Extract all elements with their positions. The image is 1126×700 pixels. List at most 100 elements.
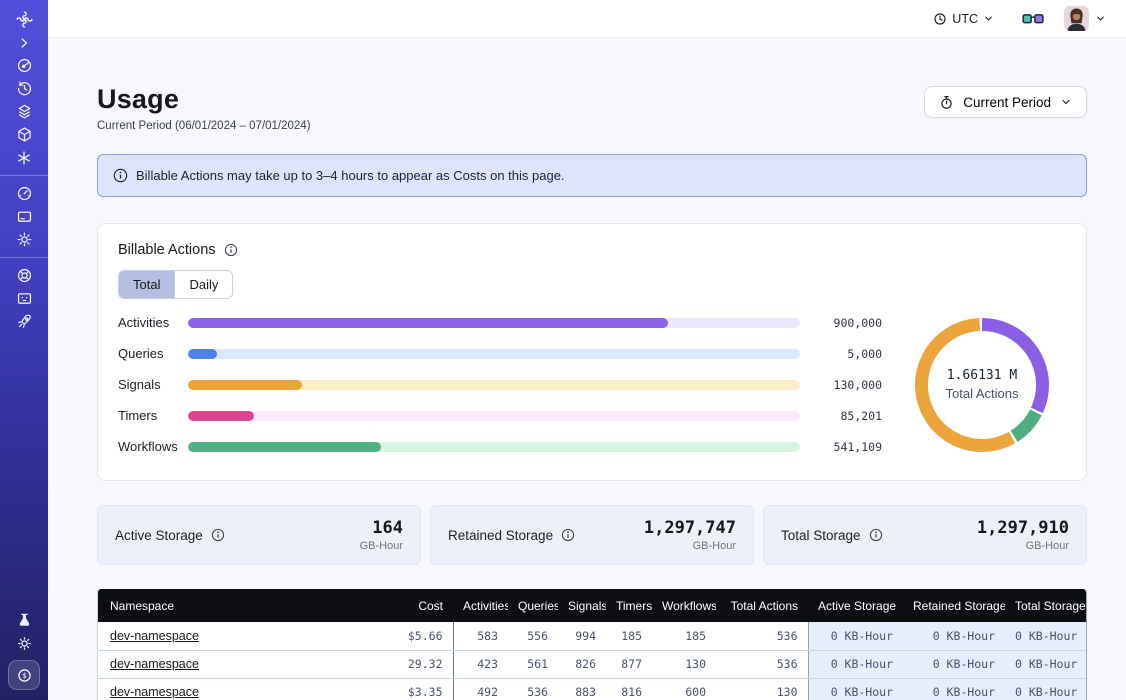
storage-card-active-storage: Active Storage164GB-Hour (97, 505, 421, 565)
column-header-signals: Signals (558, 589, 606, 622)
cell-timers: 877 (606, 650, 652, 678)
topbar: UTC (48, 0, 1126, 38)
feedback-monitor-icon[interactable] (0, 287, 48, 310)
layers-icon[interactable] (0, 100, 48, 123)
cell-retained-storage: 0 KB-Hour (903, 678, 1005, 700)
user-menu[interactable] (1064, 6, 1106, 31)
cell-active-storage: 0 KB-Hour (808, 678, 903, 700)
column-header-activities: Activities (453, 589, 508, 622)
cell-total-actions: 536 (716, 650, 808, 678)
storage-card-value: 1,297,910 (977, 518, 1069, 538)
bar-fill (188, 442, 381, 452)
bar-value: 130,000 (812, 378, 882, 392)
bar-track (188, 349, 800, 359)
table-row: dev-namespace29.324235618268771305360 KB… (98, 650, 1086, 678)
storage-card-label: Retained Storage (448, 528, 553, 543)
bar-value: 85,201 (812, 409, 882, 423)
bar-label: Queries (118, 346, 182, 361)
info-icon (113, 168, 128, 183)
bar-row-workflows: Workflows541,109 (118, 439, 882, 454)
bar-value: 5,000 (812, 347, 882, 361)
bar-fill (188, 349, 217, 359)
cell-queries: 561 (508, 650, 558, 678)
labs-flask-icon[interactable] (0, 609, 48, 632)
storage-card-unit: GB-Hour (977, 540, 1069, 552)
bar-label: Activities (118, 315, 182, 330)
cell-cost: $3.35 (353, 678, 453, 700)
cell-total-storage: 0 KB-Hour (1005, 678, 1086, 700)
info-banner: Billable Actions may take up to 3–4 hour… (97, 154, 1087, 197)
tab-daily[interactable]: Daily (174, 271, 232, 298)
billable-actions-title: Billable Actions (118, 242, 216, 258)
settings-gear-icon[interactable] (0, 228, 48, 251)
info-icon[interactable] (561, 528, 575, 542)
cell-timers: 816 (606, 678, 652, 700)
cell-total-actions: 130 (716, 678, 808, 700)
cell-namespace: dev-namespace (98, 678, 353, 700)
bar-value: 900,000 (812, 316, 882, 330)
info-icon[interactable] (224, 243, 238, 257)
column-header-retained-storage: Retained Storage (903, 589, 1005, 622)
period-dropdown-button[interactable]: Current Period (924, 86, 1087, 118)
cell-activities: 492 (453, 678, 508, 700)
cell-signals: 883 (558, 678, 606, 700)
info-icon[interactable] (211, 528, 225, 542)
cell-active-storage: 0 KB-Hour (808, 622, 903, 650)
asterisk-icon[interactable] (0, 146, 48, 169)
history-icon[interactable] (0, 77, 48, 100)
bar-fill (188, 318, 668, 328)
bar-value: 541,109 (812, 440, 882, 454)
theme-sun-icon[interactable] (0, 632, 48, 655)
cell-timers: 185 (606, 622, 652, 650)
rocket-icon[interactable] (0, 310, 48, 333)
svg-text:$: $ (22, 671, 27, 680)
cell-cost: 29.32 (353, 650, 453, 678)
usage-page: Usage Current Period (06/01/2024 – 07/01… (48, 38, 1126, 700)
namespace-link[interactable]: dev-namespace (110, 657, 199, 671)
storage-card-value: 1,297,747 (644, 518, 736, 538)
storage-card-value: 164 (360, 518, 403, 538)
timezone-label: UTC (952, 12, 978, 26)
cell-workflows: 600 (652, 678, 716, 700)
collapse-chevron-right-icon[interactable] (0, 31, 48, 54)
cell-namespace: dev-namespace (98, 622, 353, 650)
bar-row-queries: Queries 5,000 (118, 346, 882, 361)
sidebar: $ (0, 0, 48, 700)
timezone-selector[interactable]: UTC (933, 12, 994, 26)
glasses-icon[interactable] (1022, 12, 1044, 26)
bar-track (188, 411, 800, 421)
total-daily-tab-group: Total Daily (118, 270, 233, 299)
pricing-coin-button[interactable]: $ (8, 660, 40, 690)
billable-bars-chart: Activities 900,000 Queries 5,000 Signals130,… (118, 315, 882, 454)
billing-card-icon[interactable] (0, 205, 48, 228)
cell-activities: 423 (453, 650, 508, 678)
info-icon[interactable] (869, 528, 883, 542)
column-header-total-actions: Total Actions (716, 589, 808, 622)
cube-icon[interactable] (0, 123, 48, 146)
table-row: dev-namespace$3.354925368838166001300 KB… (98, 678, 1086, 700)
cell-retained-storage: 0 KB-Hour (903, 650, 1005, 678)
cell-total-storage: 0 KB-Hour (1005, 650, 1086, 678)
tab-total[interactable]: Total (119, 271, 174, 298)
bar-row-signals: Signals130,000 (118, 377, 882, 392)
support-lifebuoy-icon[interactable] (0, 264, 48, 287)
bar-row-timers: Timers85,201 (118, 408, 882, 423)
table-row: dev-namespace$5.665835569941851855360 KB… (98, 622, 1086, 650)
temporal-logo[interactable] (0, 8, 48, 31)
bar-row-activities: Activities 900,000 (118, 315, 882, 330)
clock-icon (933, 12, 947, 26)
namespace-link[interactable]: dev-namespace (110, 685, 199, 699)
billable-actions-card: Billable Actions Total Daily Activities 9… (97, 223, 1087, 481)
chevron-down-icon (1095, 13, 1106, 24)
table-header-row: NamespaceCostActivitiesQueriesSignalsTim… (98, 589, 1086, 622)
stopwatch-icon (939, 95, 954, 110)
usage-gauge-icon[interactable] (0, 182, 48, 205)
column-header-workflows: Workflows (652, 589, 716, 622)
chevron-down-icon (1060, 96, 1072, 108)
bar-track (188, 380, 800, 390)
namespace-link[interactable]: dev-namespace (110, 629, 199, 643)
bar-fill (188, 411, 254, 421)
column-header-namespace: Namespace (98, 589, 353, 622)
donut-center-label: Total Actions (946, 386, 1019, 401)
namespaces-icon[interactable] (0, 54, 48, 77)
